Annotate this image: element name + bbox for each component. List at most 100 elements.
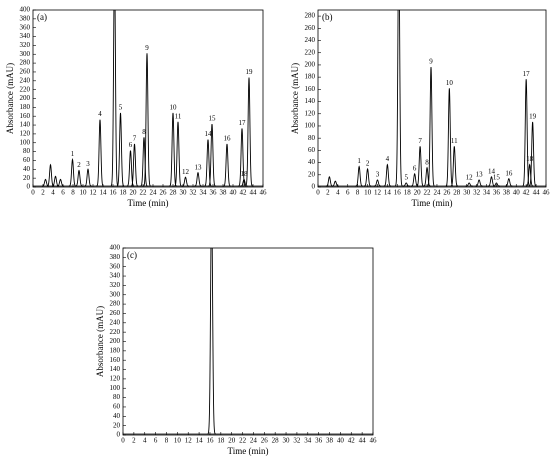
peak-label: 19 (246, 68, 254, 76)
y-tick-label: 220 (110, 328, 121, 336)
peak-label: 4 (98, 110, 102, 118)
x-tick-label: 18 (120, 189, 128, 197)
y-tick-label: 100 (20, 138, 31, 146)
x-tick-label: 0 (121, 437, 125, 445)
x-tick-label: 22 (140, 189, 148, 197)
peak (416, 146, 424, 187)
x-tick-label: 28 (170, 189, 178, 197)
peak-label: 13 (476, 171, 484, 179)
x-tick-label: 26 (443, 189, 451, 197)
y-tick-label: 200 (110, 337, 121, 345)
x-tick-label: 24 (150, 189, 158, 197)
x-tick-label: 20 (414, 189, 422, 197)
x-tick-label: 8 (71, 189, 75, 197)
y-tick-label: 240 (305, 36, 316, 44)
plot-frame (122, 247, 374, 436)
peak-label: 4 (386, 155, 390, 163)
peak-label: 10 (446, 79, 454, 87)
y-tick-label: 20 (23, 174, 31, 182)
panel: 0 2 4 6 8 10 12 14 16 18 20 22 24 26 28 30 32 34 36 38 40 42 4… (290, 9, 550, 208)
x-tick-label: 46 (543, 189, 550, 197)
y-tick-label: 260 (110, 309, 121, 317)
peak (383, 163, 391, 187)
x-tick-label: 42 (240, 189, 248, 197)
x-tick-label: 46 (260, 189, 268, 197)
x-tick-label: 36 (493, 189, 501, 197)
peak (181, 176, 190, 187)
y-tick-label: 240 (20, 76, 31, 84)
y-tick-label: 80 (308, 134, 316, 142)
x-tick-label: 10 (174, 437, 182, 445)
y-tick-label: 160 (110, 356, 121, 364)
peak-label: 1 (71, 150, 75, 158)
y-tick-label: 140 (20, 121, 31, 129)
y-tick-label: 400 (110, 244, 121, 252)
y-tick-label: 320 (20, 41, 31, 49)
y-tick-label: 180 (305, 73, 316, 81)
peak-label: 15 (493, 174, 501, 182)
x-tick-label: 32 (473, 189, 481, 197)
x-tick-label: 18 (404, 189, 412, 197)
y-tick-label: 220 (305, 48, 316, 56)
panel: 0 2 4 6 8 10 12 14 16 18 20 22 24 26 28 30 32 34 36 38 40 42 4… (95, 244, 378, 456)
peak-label: 12 (466, 174, 474, 182)
y-tick-label: 40 (23, 165, 31, 173)
x-axis-label: Time (min) (128, 198, 169, 208)
x-tick-label: 20 (130, 189, 138, 197)
peak (174, 121, 182, 187)
peak-label: 17 (239, 119, 247, 127)
y-tick-label: 0 (27, 183, 31, 191)
y-tick-label: 260 (20, 68, 31, 76)
x-tick-label: 42 (523, 189, 531, 197)
x-tick-label: 38 (220, 189, 228, 197)
peak (126, 150, 135, 187)
x-tick-label: 6 (61, 189, 65, 197)
x-tick-label: 44 (359, 437, 367, 445)
x-tick-label: 8 (356, 189, 360, 197)
peak-label: 10 (170, 104, 178, 112)
peak-label: 19 (529, 113, 537, 121)
x-tick-label: 28 (453, 189, 461, 197)
y-tick-label: 320 (110, 281, 121, 289)
peak (465, 182, 473, 187)
x-tick-label: 46 (370, 437, 378, 445)
x-tick-label: 8 (165, 437, 169, 445)
panel: 0 2 4 6 8 10 12 14 16 18 20 22 24 26 28 30 32 34 36 38 40 42 4… (5, 6, 268, 208)
y-tick-label: 400 (20, 6, 31, 14)
peak (169, 112, 177, 187)
x-tick-label: 28 (272, 437, 280, 445)
x-tick-label: 2 (132, 437, 136, 445)
x-tick-label: 44 (250, 189, 258, 197)
y-axis-label: Absorbance (mAU) (290, 63, 300, 134)
x-tick-label: 14 (384, 189, 392, 197)
peak-label: 8 (142, 128, 146, 136)
x-tick-label: 6 (154, 437, 158, 445)
y-tick-label: 280 (20, 59, 31, 67)
x-tick-label: 30 (180, 189, 188, 197)
peak (208, 123, 216, 187)
x-tick-label: 6 (346, 189, 350, 197)
x-tick-label: 44 (533, 189, 541, 197)
peak-label: 2 (366, 160, 370, 168)
y-tick-label: 240 (110, 318, 121, 326)
peak-label: 14 (205, 130, 213, 138)
x-axis-label: Time (min) (228, 446, 269, 456)
peak (46, 163, 55, 187)
x-tick-label: 30 (283, 437, 291, 445)
peak (84, 168, 92, 187)
peak (402, 182, 410, 187)
peak-label: 11 (175, 112, 182, 120)
y-tick-label: 0 (312, 183, 316, 191)
x-tick-label: 22 (424, 189, 432, 197)
x-tick-label: 16 (110, 189, 118, 197)
x-tick-label: 24 (250, 437, 258, 445)
peak (505, 178, 513, 187)
y-axis-label: Absorbance (mAU) (95, 306, 105, 377)
peak (207, 248, 216, 435)
x-tick-label: 2 (41, 189, 45, 197)
y-tick-label: 200 (305, 61, 316, 69)
x-tick-label: 0 (31, 189, 35, 197)
y-tick-label: 120 (305, 109, 316, 117)
x-tick-label: 34 (200, 189, 208, 197)
